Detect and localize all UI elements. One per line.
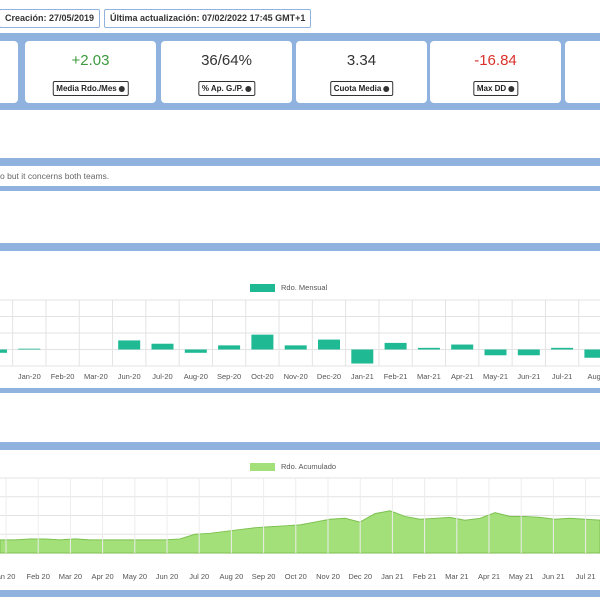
x-tick-label: Jul 20	[189, 572, 209, 581]
x-tick-label: Mar 21	[445, 572, 468, 581]
info-icon[interactable]	[245, 86, 252, 92]
x-tick-label: Jun-20	[118, 372, 141, 381]
stat-label-text: % Ap. G./P.	[201, 84, 244, 93]
legend-label: Rdo. Acumulado	[281, 462, 336, 471]
section-band	[0, 158, 600, 166]
x-tick-label: Mar 20	[59, 572, 82, 581]
stat-label[interactable]: Max DD	[472, 81, 519, 96]
stat-label-text: Max DD	[476, 84, 507, 93]
stat-value: 3.34	[346, 52, 377, 69]
section-band	[0, 590, 600, 597]
stat-label-text: Cuota Media	[333, 84, 382, 93]
x-tick-label: Dec-20	[317, 372, 341, 381]
x-tick-label: Aug-20	[184, 372, 208, 381]
note: o but it concerns both teams.	[0, 171, 110, 181]
stat-label[interactable]: Media Rdo./Mes	[52, 81, 129, 96]
x-tick-label: Feb 21	[413, 572, 436, 581]
area	[0, 510, 600, 554]
x-tick-label: Jul-20	[152, 372, 172, 381]
bar	[0, 349, 7, 353]
stat-card	[565, 41, 600, 103]
info-icon[interactable]	[508, 86, 515, 92]
bar	[284, 345, 307, 350]
stat-label[interactable]: % Ap. G./P.	[197, 81, 256, 96]
legend-swatch	[250, 463, 275, 471]
x-tick-label: Feb-21	[384, 372, 408, 381]
x-tick-label: Aug-	[587, 372, 600, 381]
x-tick-label: Feb 20	[27, 572, 50, 581]
bar	[118, 340, 141, 350]
monthly-chart: Rdo. Mensual19Jan-20Feb-20Mar-20Jun-20Ju…	[0, 283, 600, 381]
bar	[318, 339, 340, 350]
info-icon[interactable]	[118, 86, 125, 92]
x-tick-label: Sep 20	[252, 572, 276, 581]
stat-label-text: Media Rdo./Mes	[56, 84, 117, 93]
bar	[551, 347, 574, 350]
stat-card: 36/64% % Ap. G./P.	[161, 41, 292, 103]
legend-label: Rdo. Mensual	[281, 283, 328, 292]
cumulative-chart: Rdo. Acumulado an 20 Feb 20 Mar 20 Apr 20 May…	[0, 462, 600, 581]
bar	[584, 349, 600, 358]
stat-card: -16.84 Max DD	[430, 41, 561, 103]
section-band	[0, 243, 600, 251]
bar	[517, 349, 540, 356]
x-tick-label: Sep-20	[217, 372, 241, 381]
stat-card: 3.34 Cuota Media	[296, 41, 427, 103]
bar	[18, 348, 41, 350]
section-band	[0, 186, 600, 191]
stat-value: +2.03	[71, 52, 110, 69]
x-tick-label: Apr 20	[92, 572, 114, 581]
x-tick-label: Nov 20	[316, 572, 340, 581]
stat-value: 36/64%	[201, 52, 252, 69]
x-tick-label: Mar-21	[417, 372, 441, 381]
x-tick-label: Apr-21	[451, 372, 474, 381]
stat-value: -16.84	[474, 52, 517, 69]
x-tick-label: Oct-20	[251, 372, 274, 381]
stat-card: +2.03 Media Rdo./Mes	[25, 41, 156, 103]
x-tick-label: Jul-21	[552, 372, 572, 381]
bar	[451, 344, 474, 350]
x-tick-label: Feb-20	[51, 372, 75, 381]
x-tick-label: May-21	[483, 372, 508, 381]
x-tick-label: Aug 20	[220, 572, 244, 581]
bar	[351, 349, 374, 364]
bar	[384, 342, 407, 350]
x-tick-label: Jul 21	[576, 572, 596, 581]
x-tick-label: Apr 21	[478, 572, 500, 581]
stat-label[interactable]: Cuota Media	[329, 81, 394, 96]
updated-badge: Última actualización: 07/02/2022 17:45 G…	[104, 9, 312, 28]
x-tick-label: Mar-20	[84, 372, 108, 381]
bar	[151, 343, 174, 350]
bar	[484, 349, 507, 356]
section-band	[0, 388, 600, 393]
x-tick-label: Jan-21	[351, 372, 374, 381]
x-tick-label: May 21	[509, 572, 534, 581]
x-tick-label: Oct 20	[285, 572, 307, 581]
x-tick-label: Jun-21	[517, 372, 540, 381]
x-tick-label: Nov-20	[284, 372, 308, 381]
bar	[251, 334, 274, 350]
bar	[417, 347, 440, 350]
bar	[184, 349, 207, 353]
info-icon[interactable]	[383, 86, 390, 92]
x-tick-label: Jun 20	[156, 572, 179, 581]
x-tick-label: an 20	[0, 572, 15, 581]
x-tick-label: May 20	[122, 572, 147, 581]
legend-swatch	[250, 284, 275, 292]
bar	[218, 345, 241, 350]
stat-card	[0, 41, 18, 103]
x-tick-label: Jan 21	[381, 572, 404, 581]
x-tick-label: Jan-20	[18, 372, 41, 381]
section-band	[0, 442, 600, 450]
x-tick-label: Jun 21	[542, 572, 565, 581]
created-badge: Creación: 27/05/2019	[0, 9, 101, 28]
x-tick-label: Dec 20	[348, 572, 372, 581]
